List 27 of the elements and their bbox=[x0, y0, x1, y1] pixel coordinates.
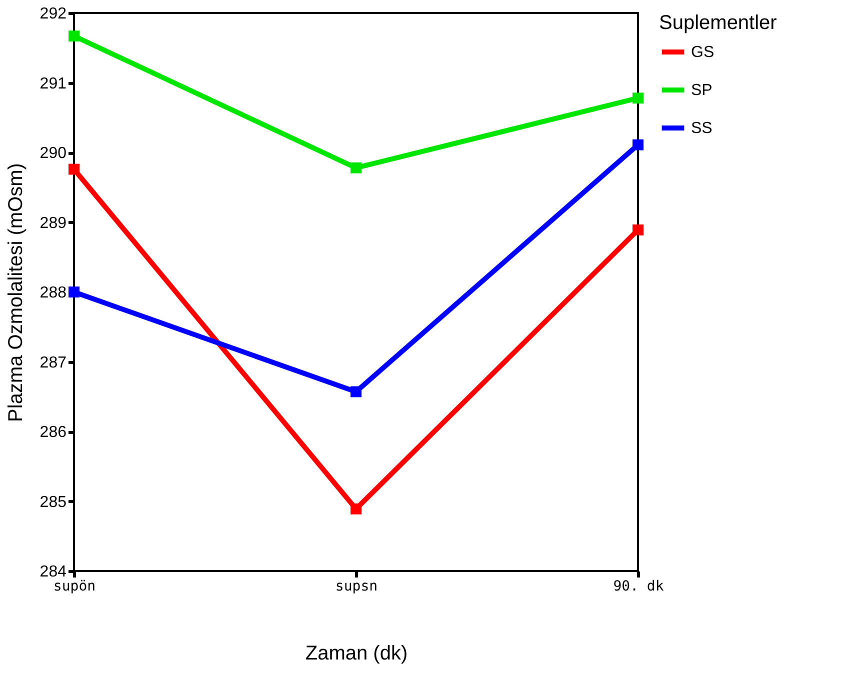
point bbox=[632, 92, 644, 104]
y-tick-label: 286 bbox=[40, 424, 67, 441]
legend-title: Suplementler bbox=[659, 12, 778, 34]
point bbox=[350, 503, 362, 514]
point bbox=[68, 286, 80, 298]
point bbox=[350, 162, 362, 174]
legend-label: SP bbox=[691, 82, 712, 99]
y-tick-label: 292 bbox=[40, 6, 67, 22]
x-tick-label: supön bbox=[53, 578, 96, 594]
point bbox=[68, 164, 80, 175]
y-tick-label: 285 bbox=[40, 494, 67, 511]
y-tick-label: 287 bbox=[40, 354, 67, 372]
y-tick-label: 289 bbox=[40, 214, 67, 232]
y-axis-title: Plazma Ozmolalitesi (mOsm) bbox=[4, 163, 27, 422]
point bbox=[632, 224, 644, 236]
y-tick-label: 291 bbox=[40, 75, 67, 92]
point bbox=[68, 30, 80, 42]
y-tick-label: 290 bbox=[40, 145, 67, 162]
x-tick-label: 90. dk bbox=[613, 578, 664, 594]
y-tick-label: 288 bbox=[40, 284, 67, 302]
point bbox=[350, 386, 362, 398]
x-tick-label: supsn bbox=[335, 578, 378, 594]
legend-label: SS bbox=[691, 120, 712, 137]
point bbox=[632, 139, 644, 150]
legend-label: GS bbox=[691, 44, 714, 61]
y-tick-label: 284 bbox=[40, 564, 67, 580]
x-axis-title: Zaman (dk) bbox=[305, 642, 408, 664]
